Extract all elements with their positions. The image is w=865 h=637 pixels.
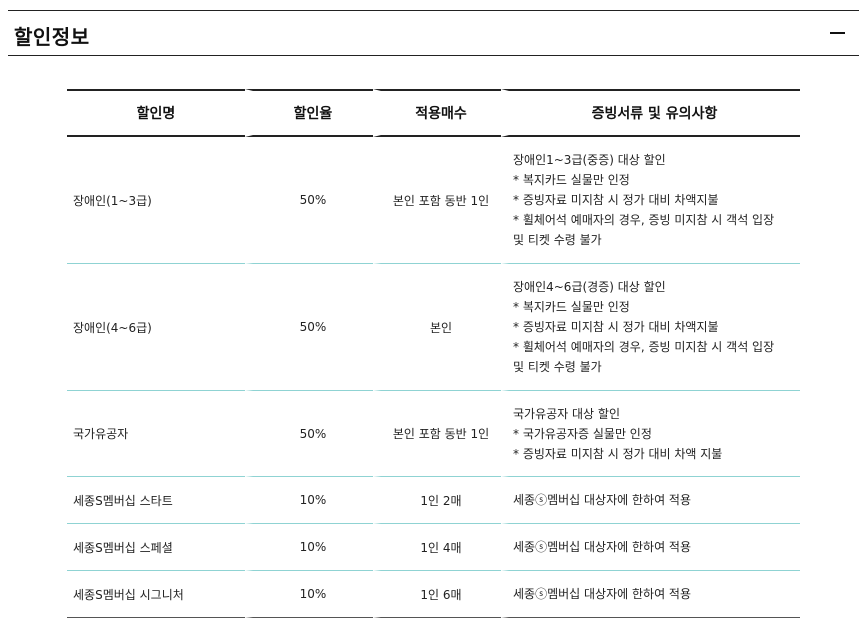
minus-icon-bar [830, 32, 845, 34]
note-line: * 복지카드 실물만 인정 [513, 173, 630, 187]
discount-name: 국가유공자 [67, 391, 245, 477]
note-line: * 복지카드 실물만 인정 [513, 300, 630, 314]
documents-notes: 세종ⓢ멤버십 대상자에 한하여 적용 [501, 524, 800, 571]
note-line: * 휠체어석 예매자의 경우, 증빙 미지참 시 객석 입장 [513, 213, 775, 227]
documents-notes: 장애인1~3급(중증) 대상 할인 * 복지카드 실물만 인정 * 증빙자료 미… [501, 137, 800, 264]
note-line: 세종ⓢ멤버십 대상자에 한하여 적용 [513, 587, 692, 601]
note-line: 세종ⓢ멤버십 대상자에 한하여 적용 [513, 540, 692, 554]
header-discount-rate: 할인율 [245, 89, 373, 137]
documents-notes: 세종ⓢ멤버십 대상자에 한하여 적용 [501, 571, 800, 618]
discount-name: 세종S멤버십 스타트 [67, 477, 245, 524]
discount-name: 장애인(4~6급) [67, 264, 245, 391]
table-row: 장애인(1~3급) 50% 본인 포함 동반 1인 장애인1~3급(중증) 대상… [67, 137, 800, 264]
ticket-count: 1인 6매 [373, 571, 501, 618]
documents-notes: 국가유공자 대상 할인 * 국가유공자증 실물만 인정 * 증빙자료 미지참 시… [501, 391, 800, 477]
ticket-count: 본인 포함 동반 1인 [373, 137, 501, 264]
header-ticket-count: 적용매수 [373, 89, 501, 137]
ticket-count: 본인 포함 동반 1인 [373, 391, 501, 477]
note-line: 국가유공자 대상 할인 [513, 406, 620, 421]
table-row: 국가유공자 50% 본인 포함 동반 1인 국가유공자 대상 할인 * 국가유공… [67, 391, 800, 477]
note-line: * 증빙자료 미지참 시 정가 대비 차액지불 [513, 193, 719, 207]
note-line: 장애인4~6급(경증) 대상 할인 [513, 280, 666, 294]
ticket-count: 본인 [373, 264, 501, 391]
documents-notes: 장애인4~6급(경증) 대상 할인 * 복지카드 실물만 인정 * 증빙자료 미… [501, 264, 800, 391]
discount-rate: 50% [245, 391, 373, 477]
table-row: 세종S멤버십 스페셜 10% 1인 4매 세종ⓢ멤버십 대상자에 한하여 적용 [67, 524, 800, 571]
minus-icon[interactable] [827, 22, 849, 44]
discount-rate: 50% [245, 264, 373, 391]
discount-rate: 10% [245, 524, 373, 571]
note-line: 세종ⓢ멤버십 대상자에 한하여 적용 [513, 493, 692, 507]
note-line: * 증빙자료 미지참 시 정가 대비 차액지불 [513, 320, 719, 334]
note-line: * 국가유공자증 실물만 인정 [513, 426, 652, 441]
ticket-count: 1인 2매 [373, 477, 501, 524]
discount-name: 세종S멤버십 스페셜 [67, 524, 245, 571]
discount-name: 세종S멤버십 시그니처 [67, 571, 245, 618]
header-discount-name: 할인명 [67, 89, 245, 137]
table-row: 세종S멤버십 시그니처 10% 1인 6매 세종ⓢ멤버십 대상자에 한하여 적용 [67, 571, 800, 618]
note-line: 장애인1~3급(중증) 대상 할인 [513, 153, 666, 167]
table-row: 장애인(4~6급) 50% 본인 장애인4~6급(경증) 대상 할인 * 복지카… [67, 264, 800, 391]
note-line: * 휠체어석 예매자의 경우, 증빙 미지참 시 객석 입장 [513, 340, 775, 354]
ticket-count: 1인 4매 [373, 524, 501, 571]
note-line: 및 티켓 수령 불가 [513, 233, 602, 247]
table-row: 세종S멤버십 스타트 10% 1인 2매 세종ⓢ멤버십 대상자에 한하여 적용 [67, 477, 800, 524]
table-header-row: 할인명 할인율 적용매수 증빙서류 및 유의사항 [67, 89, 800, 137]
documents-notes: 세종ⓢ멤버십 대상자에 한하여 적용 [501, 477, 800, 524]
header-documents-notes: 증빙서류 및 유의사항 [501, 89, 800, 137]
discount-table: 할인명 할인율 적용매수 증빙서류 및 유의사항 장애인(1~3급) 50% 본… [67, 89, 800, 618]
discount-name: 장애인(1~3급) [67, 137, 245, 264]
discount-rate: 10% [245, 477, 373, 524]
note-line: * 증빙자료 미지참 시 정가 대비 차액 지불 [513, 446, 723, 461]
discount-info-header: 할인정보 [8, 10, 859, 56]
discount-rate: 10% [245, 571, 373, 618]
section-title: 할인정보 [14, 25, 90, 49]
note-line: 및 티켓 수령 불가 [513, 360, 602, 374]
discount-rate: 50% [245, 137, 373, 264]
